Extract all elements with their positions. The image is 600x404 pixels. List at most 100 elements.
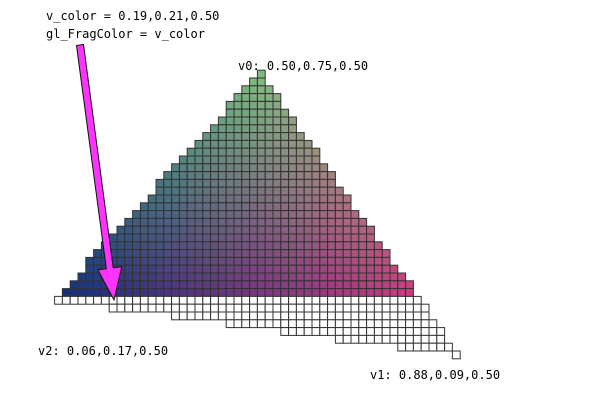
- filled-fragment-cell: [225, 155, 235, 165]
- filled-fragment-cell: [342, 210, 352, 219]
- filled-fragment-cell: [334, 202, 344, 212]
- empty-fragment-cell: [303, 311, 313, 321]
- filled-fragment-cell: [186, 264, 196, 274]
- filled-fragment-cell: [295, 139, 305, 149]
- filled-fragment-cell: [397, 272, 407, 282]
- filled-fragment-cell: [319, 202, 329, 212]
- filled-fragment-cell: [295, 241, 305, 251]
- filled-fragment-cell: [155, 194, 165, 204]
- filled-fragment-cell: [295, 288, 305, 297]
- filled-fragment-cell: [186, 225, 196, 235]
- filled-fragment-cell: [178, 288, 188, 297]
- empty-fragment-cell: [342, 311, 352, 321]
- filled-fragment-cell: [202, 241, 212, 251]
- filled-fragment-cell: [264, 272, 274, 282]
- filled-fragment-cell: [69, 280, 79, 290]
- filled-fragment-cell: [194, 186, 204, 196]
- filled-fragment-cell: [303, 225, 313, 235]
- empty-fragment-cell: [319, 311, 329, 321]
- filled-fragment-cell: [233, 272, 243, 282]
- empty-fragment-cell: [405, 295, 414, 305]
- filled-fragment-cell: [264, 93, 274, 102]
- empty-fragment-cell: [366, 319, 375, 329]
- filled-fragment-cell: [241, 210, 251, 219]
- filled-fragment-cell: [241, 202, 251, 212]
- filled-fragment-cell: [280, 288, 290, 297]
- filled-fragment-cell: [405, 280, 414, 290]
- filled-fragment-cell: [93, 256, 102, 266]
- filled-fragment-cell: [194, 241, 204, 251]
- filled-fragment-cell: [327, 264, 336, 274]
- filled-fragment-cell: [217, 147, 227, 157]
- filled-fragment-cell: [124, 272, 134, 282]
- filled-fragment-cell: [155, 256, 165, 266]
- filled-fragment-cell: [256, 93, 266, 102]
- filled-fragment-cell: [178, 163, 188, 173]
- filled-fragment-cell: [311, 155, 321, 165]
- filled-fragment-cell: [280, 124, 290, 134]
- filled-fragment-cell: [358, 280, 368, 290]
- filled-fragment-cell: [366, 233, 375, 243]
- empty-fragment-cell: [389, 303, 399, 313]
- empty-fragment-cell: [225, 295, 235, 305]
- filled-fragment-cell: [311, 272, 321, 282]
- filled-fragment-cell: [139, 202, 149, 212]
- filled-fragment-cell: [303, 202, 313, 212]
- filled-fragment-cell: [139, 233, 149, 243]
- filled-fragment-cell: [194, 210, 204, 219]
- filled-fragment-cell: [256, 178, 266, 188]
- filled-fragment-cell: [163, 272, 173, 282]
- empty-fragment-cell: [295, 303, 305, 313]
- empty-fragment-cell: [342, 295, 352, 305]
- filled-fragment-cell: [381, 272, 391, 282]
- filled-fragment-cell: [264, 264, 274, 274]
- filled-fragment-cell: [225, 186, 235, 196]
- filled-fragment-cell: [280, 233, 290, 243]
- filled-fragment-cell: [210, 163, 219, 173]
- filled-fragment-cell: [77, 272, 87, 282]
- filled-fragment-cell: [194, 233, 204, 243]
- empty-fragment-cell: [85, 295, 95, 305]
- filled-fragment-cell: [194, 272, 204, 282]
- filled-fragment-cell: [171, 225, 180, 235]
- filled-fragment-cell: [295, 186, 305, 196]
- filled-fragment-cell: [233, 241, 243, 251]
- filled-fragment-cell: [272, 163, 282, 173]
- filled-fragment-cell: [256, 272, 266, 282]
- empty-fragment-cell: [233, 311, 243, 321]
- filled-fragment-cell: [225, 139, 235, 149]
- filled-fragment-cell: [241, 147, 251, 157]
- filled-fragment-cell: [155, 288, 165, 297]
- filled-fragment-cell: [288, 210, 297, 219]
- filled-fragment-cell: [210, 272, 219, 282]
- filled-fragment-cell: [233, 288, 243, 297]
- filled-fragment-cell: [319, 272, 329, 282]
- filled-fragment-cell: [366, 241, 375, 251]
- empty-fragment-cell: [358, 319, 368, 329]
- empty-fragment-cell: [389, 334, 399, 344]
- filled-fragment-cell: [194, 202, 204, 212]
- filled-fragment-cell: [186, 288, 196, 297]
- filled-fragment-cell: [327, 272, 336, 282]
- filled-fragment-cell: [225, 178, 235, 188]
- filled-fragment-cell: [373, 249, 383, 258]
- rasterized-fragments: [61, 69, 414, 297]
- empty-fragment-cell: [342, 303, 352, 313]
- filled-fragment-cell: [155, 280, 165, 290]
- empty-fragment-cell: [373, 311, 383, 321]
- filled-fragment-cell: [249, 139, 258, 149]
- filled-fragment-cell: [171, 241, 180, 251]
- filled-fragment-cell: [155, 272, 165, 282]
- filled-fragment-cell: [358, 256, 368, 266]
- filled-fragment-cell: [194, 280, 204, 290]
- filled-fragment-cell: [233, 280, 243, 290]
- filled-fragment-cell: [241, 178, 251, 188]
- filled-fragment-cell: [61, 288, 71, 297]
- filled-fragment-cell: [288, 249, 297, 258]
- filled-fragment-cell: [350, 280, 360, 290]
- filled-fragment-cell: [280, 163, 290, 173]
- filled-fragment-cell: [241, 233, 251, 243]
- filled-fragment-cell: [171, 233, 180, 243]
- empty-fragment-cell: [397, 311, 407, 321]
- filled-fragment-cell: [217, 178, 227, 188]
